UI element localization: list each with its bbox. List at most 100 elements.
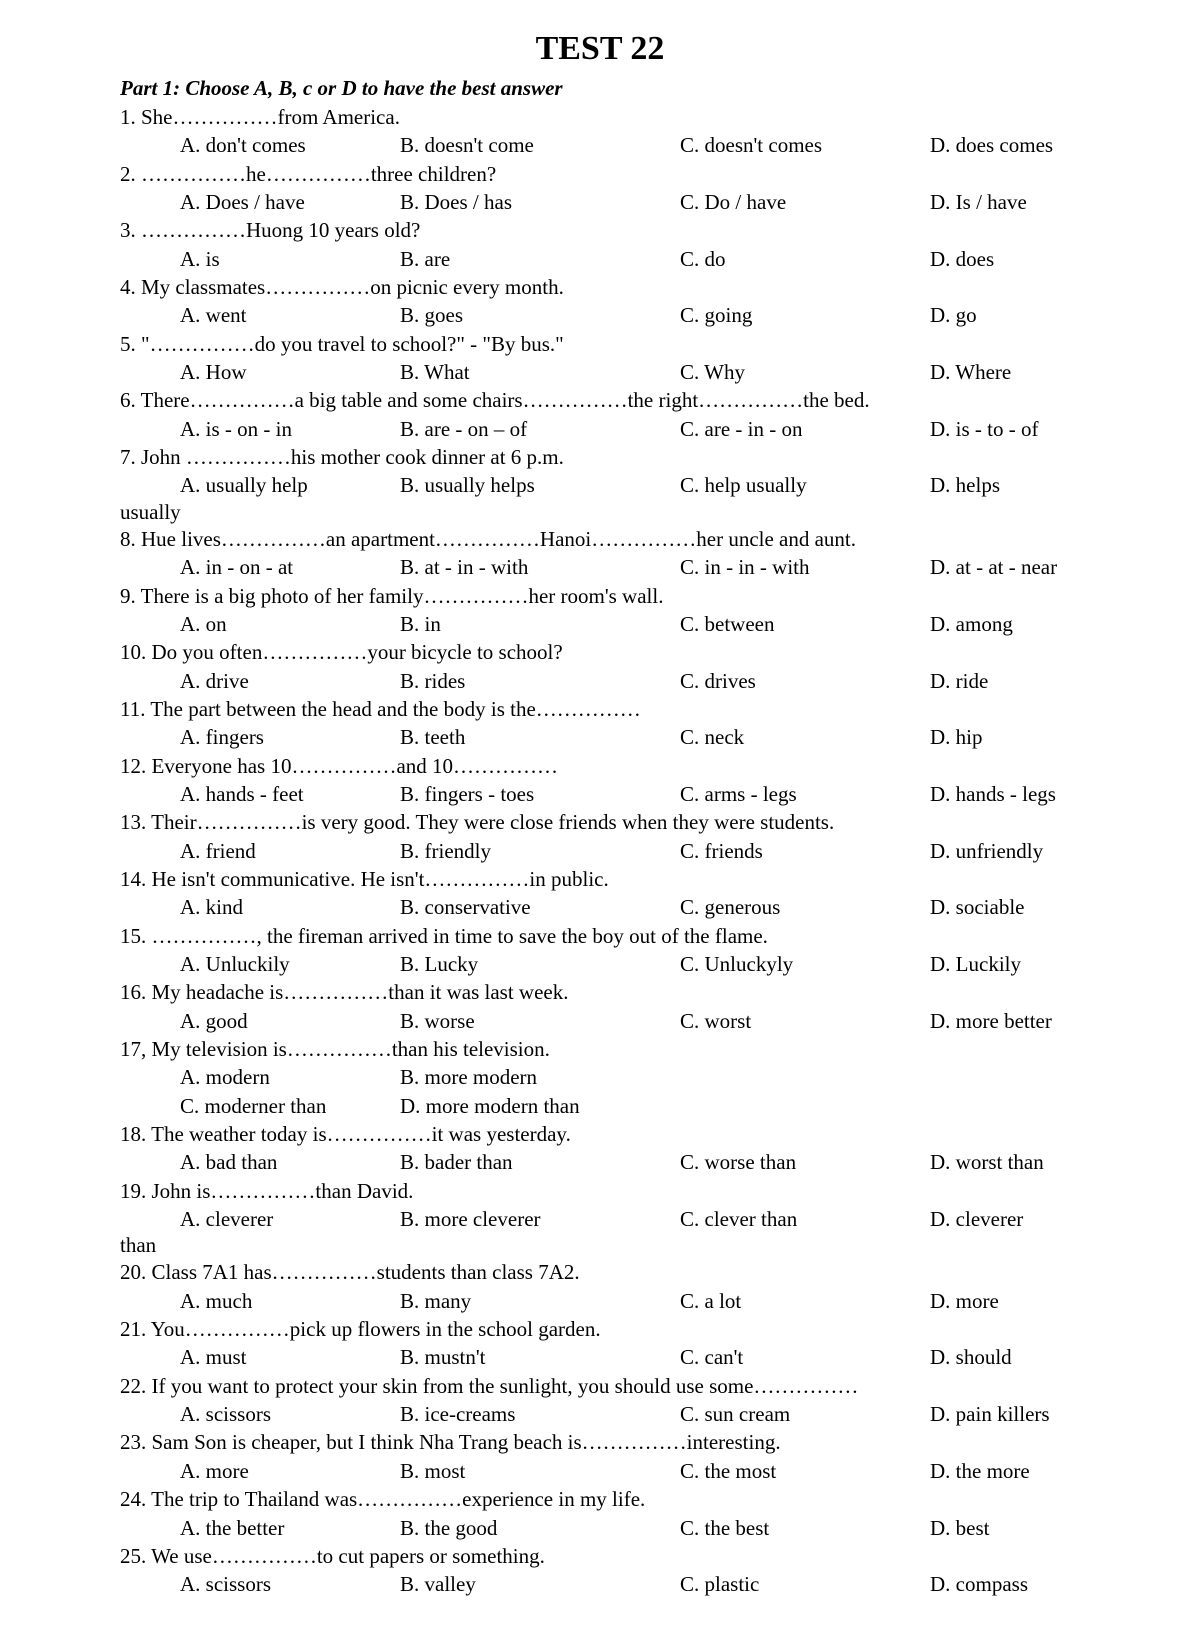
options-row: A. muchB. manyC. a lotD. more	[180, 1287, 1080, 1315]
option-a: A. scissors	[180, 1400, 400, 1428]
question-text: 17, My television is……………than his televi…	[120, 1035, 1080, 1063]
test-title: TEST 22	[120, 30, 1080, 68]
question-text: 8. Hue lives……………an apartment……………Hanoi……	[120, 525, 1080, 553]
question-9: 9. There is a big photo of her family…………	[120, 582, 1080, 639]
question-text: 10. Do you often……………your bicycle to sch…	[120, 638, 1080, 666]
option-a: A. How	[180, 358, 400, 386]
question-19: 19. John is……………than David.A. clevererB.…	[120, 1177, 1080, 1234]
option-b: B. the good	[400, 1514, 680, 1542]
options-row: A. Does / haveB. Does / hasC. Do / haveD…	[180, 188, 1080, 216]
option-b: B. more cleverer	[400, 1205, 680, 1233]
continuation-text: than	[120, 1233, 1080, 1258]
option-c: C. moderner than	[180, 1092, 400, 1120]
question-24: 24. The trip to Thailand was……………experie…	[120, 1485, 1080, 1542]
question-text: 3. ……………Huong 10 years old?	[120, 216, 1080, 244]
option-c: C. neck	[680, 723, 930, 751]
options-row: A. fingersB. teethC. neckD. hip	[180, 723, 1080, 751]
option-c: C. worst	[680, 1007, 930, 1035]
question-18: 18. The weather today is……………it was yest…	[120, 1120, 1080, 1177]
option-a: A. on	[180, 610, 400, 638]
option-c: C. clever than	[680, 1205, 930, 1233]
option-d: D. hip	[930, 723, 1150, 751]
option-c: C. sun cream	[680, 1400, 930, 1428]
option-a: A. don't comes	[180, 131, 400, 159]
option-d: D. Is / have	[930, 188, 1150, 216]
option-a: A. must	[180, 1343, 400, 1371]
continuation-text: usually	[120, 500, 1080, 525]
question-1: 1. She……………from America.A. don't comesB.…	[120, 103, 1080, 160]
options-row: A. UnluckilyB. LuckyC. UnluckylyD. Lucki…	[180, 950, 1080, 978]
option-d: D. helps	[930, 471, 1150, 499]
option-b: B. rides	[400, 667, 680, 695]
options-row: A. HowB. WhatC. WhyD. Where	[180, 358, 1080, 386]
option-c: C. worse than	[680, 1148, 930, 1176]
option-b: B. goes	[400, 301, 680, 329]
option-c: C. Do / have	[680, 188, 930, 216]
option-a: A. more	[180, 1457, 400, 1485]
option-d: D. more modern than	[400, 1092, 680, 1120]
option-b: B. are	[400, 245, 680, 273]
options-row: C. moderner thanD. more modern than	[180, 1092, 1080, 1120]
option-b: B. usually helps	[400, 471, 680, 499]
option-d: D. hands - legs	[930, 780, 1150, 808]
option-b: B. bader than	[400, 1148, 680, 1176]
question-2: 2. ……………he……………three children?A. Does / …	[120, 160, 1080, 217]
option-b: B. Lucky	[400, 950, 680, 978]
question-text: 20. Class 7A1 has……………students than clas…	[120, 1258, 1080, 1286]
option-c: C. generous	[680, 893, 930, 921]
question-text: 1. She……………from America.	[120, 103, 1080, 131]
option-c: C. drives	[680, 667, 930, 695]
option-b: B. Does / has	[400, 188, 680, 216]
option-a: A. the better	[180, 1514, 400, 1542]
question-text: 5. "……………do you travel to school?" - "By…	[120, 330, 1080, 358]
option-a: A. Unluckily	[180, 950, 400, 978]
option-d: D. pain killers	[930, 1400, 1150, 1428]
question-text: 11. The part between the head and the bo…	[120, 695, 1080, 723]
option-d: D. is - to - of	[930, 415, 1150, 443]
question-22: 22. If you want to protect your skin fro…	[120, 1372, 1080, 1429]
option-b: B. most	[400, 1457, 680, 1485]
option-d: D. among	[930, 610, 1150, 638]
option-b: B. valley	[400, 1570, 680, 1598]
question-16: 16. My headache is……………than it was last …	[120, 978, 1080, 1035]
question-text: 19. John is……………than David.	[120, 1177, 1080, 1205]
question-21: 21. You……………pick up flowers in the schoo…	[120, 1315, 1080, 1372]
option-b: B. teeth	[400, 723, 680, 751]
options-row: A. bad thanB. bader thanC. worse thanD. …	[180, 1148, 1080, 1176]
question-6: 6. There……………a big table and some chairs…	[120, 386, 1080, 443]
question-text: 2. ……………he……………three children?	[120, 160, 1080, 188]
option-c: C. in - in - with	[680, 553, 930, 581]
option-c: C. arms - legs	[680, 780, 930, 808]
options-row: A. goodB. worseC. worstD. more better	[180, 1007, 1080, 1035]
options-row: A. the betterB. the goodC. the bestD. be…	[180, 1514, 1080, 1542]
question-25: 25. We use……………to cut papers or somethin…	[120, 1542, 1080, 1599]
option-c: C. doesn't comes	[680, 131, 930, 159]
option-c: C. help usually	[680, 471, 930, 499]
question-text: 23. Sam Son is cheaper, but I think Nha …	[120, 1428, 1080, 1456]
question-17: 17, My television is……………than his televi…	[120, 1035, 1080, 1120]
question-text: 7. John ……………his mother cook dinner at 6…	[120, 443, 1080, 471]
options-row: A. scissorsB. valleyC. plasticD. compass	[180, 1570, 1080, 1598]
option-d: D. best	[930, 1514, 1150, 1542]
question-23: 23. Sam Son is cheaper, but I think Nha …	[120, 1428, 1080, 1485]
question-15: 15. ……………, the fireman arrived in time t…	[120, 922, 1080, 979]
option-b: B. ice-creams	[400, 1400, 680, 1428]
question-text: 14. He isn't communicative. He isn't……………	[120, 865, 1080, 893]
question-text: 13. Their……………is very good. They were cl…	[120, 808, 1080, 836]
options-row: A. onB. inC. betweenD. among	[180, 610, 1080, 638]
option-d: D. more	[930, 1287, 1150, 1315]
option-c: C. a lot	[680, 1287, 930, 1315]
question-text: 25. We use……………to cut papers or somethin…	[120, 1542, 1080, 1570]
option-d: D. compass	[930, 1570, 1150, 1598]
question-3: 3. ……………Huong 10 years old?A. isB. areC.…	[120, 216, 1080, 273]
option-c: C. Unluckyly	[680, 950, 930, 978]
options-row: A. wentB. goesC. goingD. go	[180, 301, 1080, 329]
option-a: A. scissors	[180, 1570, 400, 1598]
option-b: B. more modern	[400, 1063, 680, 1091]
options-row: A. driveB. ridesC. drivesD. ride	[180, 667, 1080, 695]
option-a: A. good	[180, 1007, 400, 1035]
question-4: 4. My classmates……………on picnic every mon…	[120, 273, 1080, 330]
option-a: A. fingers	[180, 723, 400, 751]
question-8: 8. Hue lives……………an apartment……………Hanoi……	[120, 525, 1080, 582]
options-row: A. in - on - atB. at - in - withC. in - …	[180, 553, 1080, 581]
